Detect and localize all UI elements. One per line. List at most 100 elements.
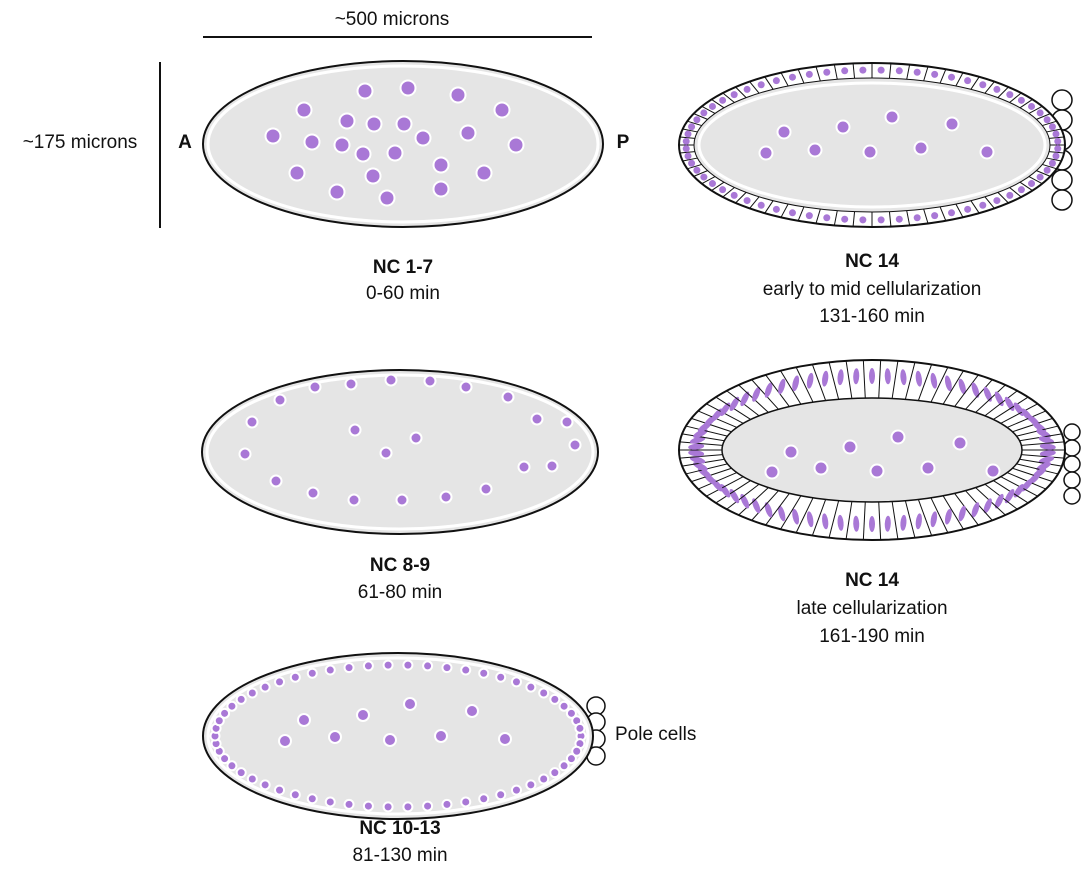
nucleus: [948, 74, 955, 81]
nucleus: [979, 81, 986, 88]
nucleus: [719, 186, 726, 193]
nucleus: [683, 138, 690, 145]
nucleus: [869, 516, 875, 532]
nucleus: [384, 802, 393, 811]
nucleus: [760, 147, 773, 160]
pole-cell: [1064, 440, 1080, 456]
nucleus: [442, 663, 451, 672]
nucleus: [434, 158, 449, 173]
nucleus: [356, 147, 371, 162]
nucleus: [366, 169, 381, 184]
nucleus: [823, 214, 830, 221]
nucleus: [915, 142, 928, 155]
nucleus: [693, 116, 700, 123]
pole-cell: [1052, 90, 1072, 110]
nucleus: [240, 449, 251, 460]
nucleus: [326, 797, 335, 806]
nucleus: [981, 146, 994, 159]
nucleus: [247, 417, 258, 428]
nucleus: [227, 702, 236, 711]
nucleus: [310, 382, 321, 393]
nucleus: [481, 484, 492, 495]
nucleus: [261, 683, 270, 692]
posterior-label: P: [617, 132, 630, 153]
nucleus: [1052, 130, 1059, 137]
pole-cell: [1064, 456, 1080, 472]
nucleus: [479, 794, 488, 803]
nucleus: [380, 191, 395, 206]
nucleus: [434, 182, 449, 197]
pole-cell: [1064, 488, 1080, 504]
nucleus: [1018, 97, 1025, 104]
nucleus: [683, 145, 690, 152]
stage-time: 131-160 min: [819, 306, 925, 327]
nucleus: [291, 673, 300, 682]
nucleus: [442, 800, 451, 809]
nucleus: [567, 754, 576, 763]
nucleus: [340, 114, 355, 129]
nucleus: [878, 67, 885, 74]
stage-time: 161-190 min: [819, 626, 925, 647]
nucleus: [1054, 145, 1061, 152]
nucleus: [261, 780, 270, 789]
nucleus: [305, 135, 320, 150]
nucleus: [335, 138, 350, 153]
nucleus: [416, 131, 431, 146]
figure: ~500 microns ~175 microns A P NC 1-7 0-6…: [0, 0, 1086, 892]
stage-time: 61-80 min: [358, 582, 443, 603]
nucleus: [290, 166, 305, 181]
nucleus: [806, 71, 813, 78]
nucleus: [539, 689, 548, 698]
nucleus: [886, 111, 899, 124]
nucleus: [364, 802, 373, 811]
nucleus: [401, 81, 416, 96]
nucleus: [425, 376, 436, 387]
nucleus: [248, 689, 257, 698]
nucleus: [403, 661, 412, 670]
nucleus: [859, 216, 866, 223]
nucleus: [744, 86, 751, 93]
nucleus: [823, 69, 830, 76]
nucleus: [809, 144, 822, 157]
stage-description: early to mid cellularization: [763, 279, 982, 300]
nucleus: [461, 126, 476, 141]
embryo-drawings: [202, 61, 1080, 819]
nucleus: [789, 74, 796, 81]
nucleus: [993, 86, 1000, 93]
nucleus: [512, 677, 521, 686]
nucleus: [461, 666, 470, 675]
nucleus: [345, 800, 354, 809]
nucleus: [227, 761, 236, 770]
nucleus: [789, 209, 796, 216]
nucleus: [864, 146, 877, 159]
nucleus: [878, 216, 885, 223]
nucleus: [451, 88, 466, 103]
nucleus: [896, 67, 903, 74]
nucleus: [954, 437, 967, 450]
nucleus: [1049, 123, 1056, 130]
nucleus: [367, 117, 382, 132]
nucleus: [532, 414, 543, 425]
nucleus: [403, 802, 412, 811]
stage-name: NC 8-9: [370, 555, 430, 576]
nucleus: [758, 81, 765, 88]
nucleus: [423, 802, 432, 811]
nucleus: [979, 202, 986, 209]
nucleus: [892, 431, 905, 444]
nucleus: [461, 382, 472, 393]
nucleus: [381, 448, 392, 459]
nucleus: [279, 735, 291, 747]
nucleus: [357, 709, 369, 721]
nucleus: [685, 130, 692, 137]
nucleus: [693, 167, 700, 174]
nucleus: [859, 67, 866, 74]
nucleus: [731, 91, 738, 98]
nucleus: [744, 197, 751, 204]
yolk: [722, 398, 1022, 502]
nucleus: [1054, 138, 1061, 145]
nucleus: [404, 698, 416, 710]
stage-description: late cellularization: [796, 598, 947, 619]
nucleus: [271, 476, 282, 487]
width-label: ~175 microns: [23, 132, 138, 153]
stage-time: 0-60 min: [366, 283, 440, 304]
